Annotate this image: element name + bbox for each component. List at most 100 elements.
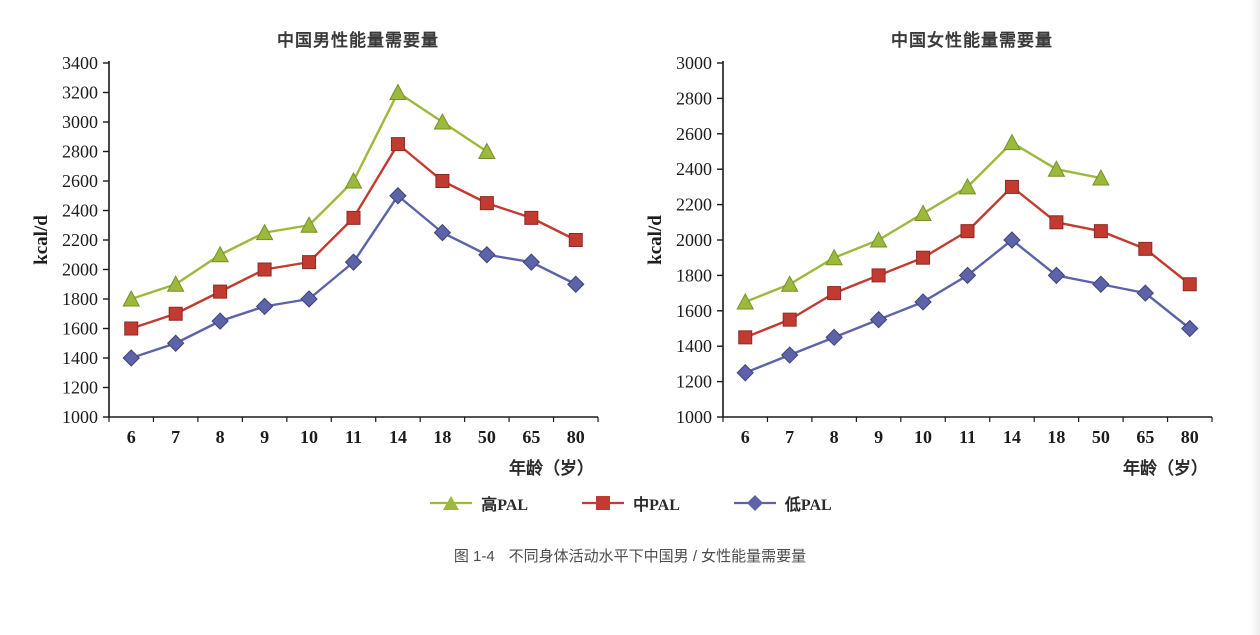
data-point-square: [782, 312, 797, 327]
x-tick-label: 14: [389, 427, 407, 447]
triangle-marker: [443, 496, 460, 510]
y-tick-label: 2400: [62, 201, 98, 221]
x-tick-label: 8: [216, 427, 225, 447]
data-point-triangle: [1047, 160, 1066, 177]
x-tick-label: 6: [127, 427, 136, 447]
data-point-diamond: [825, 328, 843, 347]
y-axis-title: kcal/d: [645, 215, 666, 265]
figure-caption-text: 不同身体活动水平下中国男 / 女性能量需要量: [508, 548, 807, 565]
y-tick-label: 3000: [62, 112, 98, 132]
x-tick-label: 7: [785, 427, 794, 447]
female-energy-chart: 中国女性能量需要量 1000 1200 1400 1600 1800 2000 2200 24…: [641, 26, 1233, 481]
low-pal-diamond-icon: [733, 495, 776, 511]
data-point-diamond: [433, 223, 452, 242]
data-point-triangle: [433, 112, 452, 130]
data-point-square: [916, 250, 931, 265]
diamond-marker: [746, 495, 763, 511]
data-point-square: [1004, 179, 1019, 194]
y-tick-label: 2600: [62, 171, 98, 191]
data-point-diamond: [122, 349, 140, 367]
x-tick-label: 11: [959, 427, 976, 447]
mid-pal-square-icon: [582, 496, 625, 510]
data-point-triangle: [825, 248, 843, 266]
data-point-triangle: [914, 204, 932, 221]
data-point-triangle: [344, 171, 363, 189]
series-line-中PAL: [744, 185, 1191, 339]
legend-item-low-pal: 低PAL: [732, 491, 832, 515]
data-point-diamond: [211, 312, 229, 330]
charts-row: 中国男性能量需要量 1000 1200 1400 1600 1800 2000 2200 24…: [0, 26, 1260, 481]
data-point-square: [346, 210, 361, 225]
data-point-triangle: [478, 142, 496, 159]
y-tick-label: 1000: [62, 407, 98, 427]
y-tick-label: 2200: [676, 195, 712, 215]
x-tick-label: 18: [1047, 427, 1065, 447]
data-point-diamond: [1003, 231, 1021, 249]
chart-plot: 1000 1200 1400 1600 1800 2000 2200 2400 2600 2800…: [645, 53, 1213, 478]
page-edge-shade: [1250, 0, 1260, 635]
data-point-square: [1138, 241, 1153, 256]
data-point-square: [213, 284, 228, 299]
legend-label: 中PAL: [633, 497, 680, 514]
data-point-square: [738, 330, 753, 345]
legend-label: 低PAL: [784, 497, 832, 514]
data-point-diamond: [1181, 319, 1199, 338]
data-point-triangle: [736, 292, 755, 310]
figure-caption: 图 1-4 不同身体活动水平下中国男 / 女性能量需要量: [0, 545, 1260, 566]
data-point-triangle: [869, 230, 888, 248]
figure-number: 图 1-4: [453, 548, 495, 565]
data-point-diamond: [1136, 284, 1155, 302]
legend: 高PAL 中PAL 低PAL: [0, 491, 1260, 515]
series-line-高PAL: [744, 141, 1102, 304]
y-tick-label: 1400: [676, 336, 712, 356]
y-tick-label: 1600: [676, 301, 712, 321]
data-point-diamond: [478, 246, 496, 264]
data-point-square: [827, 286, 842, 301]
data-point-triangle: [780, 275, 799, 292]
legend-item-high-pal: 高PAL: [428, 491, 528, 515]
data-point-square: [568, 233, 583, 247]
y-tick-label: 2000: [676, 230, 712, 250]
female-chart-title: 中国女性能量需要量: [891, 31, 1053, 50]
data-point-diamond: [1092, 275, 1110, 293]
data-point-triangle: [958, 177, 977, 195]
data-point-triangle: [1003, 133, 1021, 151]
male-chart-canvas: 1000 1200 1400 1600 1800 2000 2200 2400 2600 2800…: [27, 53, 612, 481]
data-point-diamond: [522, 253, 541, 271]
y-tick-label: 1200: [676, 372, 712, 392]
series-line-中PAL: [130, 142, 577, 330]
x-tick-label: 65: [522, 427, 540, 447]
x-tick-label: 10: [914, 427, 932, 447]
data-point-triangle: [122, 289, 141, 307]
male-energy-chart: 中国男性能量需要量 1000 1200 1400 1600 1800 2000 2200 24…: [27, 26, 619, 481]
y-tick-label: 2400: [676, 159, 712, 179]
data-point-square: [390, 137, 405, 152]
x-tick-label: 50: [1092, 427, 1110, 447]
female-chart-canvas: 1000 1200 1400 1600 1800 2000 2200 2400 2600 2800…: [641, 53, 1226, 481]
data-point-square: [124, 321, 139, 336]
x-tick-label: 80: [1181, 427, 1199, 447]
data-point-square: [1049, 215, 1064, 230]
x-tick-label: 18: [433, 427, 451, 447]
data-point-triangle: [166, 275, 185, 292]
data-point-diamond: [255, 297, 274, 316]
data-point-diamond: [166, 334, 185, 352]
data-point-square: [871, 268, 886, 283]
data-point-diamond: [1047, 266, 1066, 285]
x-tick-label: 11: [345, 427, 362, 447]
data-point-diamond: [780, 346, 799, 364]
y-tick-label: 2000: [62, 260, 98, 280]
y-tick-label: 2200: [62, 230, 98, 250]
data-point-diamond: [958, 266, 977, 285]
y-tick-label: 1400: [62, 348, 98, 368]
data-point-triangle: [300, 216, 318, 233]
data-point-square: [302, 255, 317, 270]
data-point-square: [479, 196, 494, 211]
x-tick-label: 65: [1136, 427, 1154, 447]
y-tick-label: 3000: [676, 53, 712, 73]
x-tick-label: 6: [741, 427, 750, 447]
y-tick-label: 2800: [676, 88, 712, 108]
x-tick-label: 10: [300, 427, 318, 447]
data-point-diamond: [736, 364, 754, 382]
